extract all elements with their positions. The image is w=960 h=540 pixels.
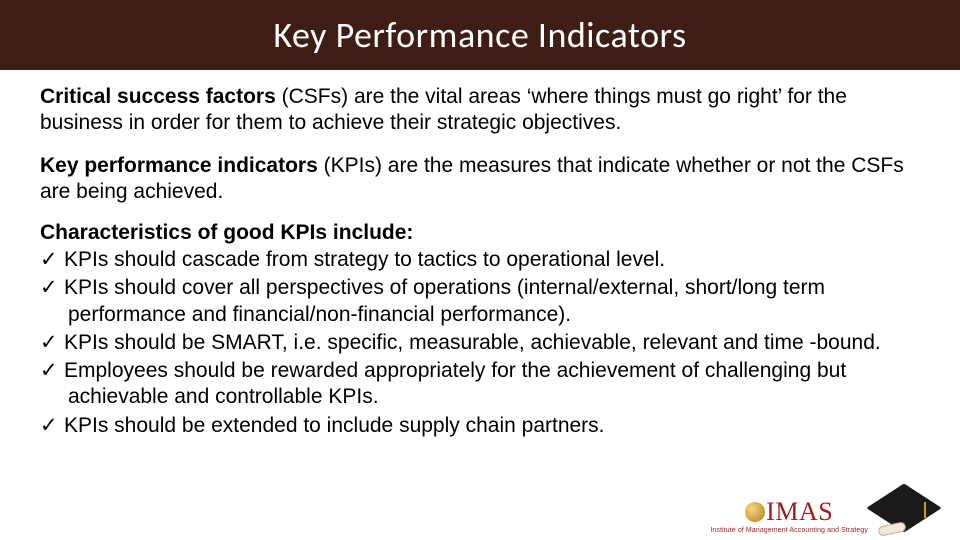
title-bar: Key Performance Indicators	[0, 0, 960, 70]
bullet-text: KPIs should cover all perspectives of op…	[64, 276, 825, 325]
list-item: ✓Employees should be rewarded appropriat…	[40, 358, 920, 411]
bullet-text: KPIs should be SMART, i.e. specific, mea…	[64, 331, 881, 354]
kpi-term: Key performance indicators	[40, 154, 318, 177]
check-icon: ✓	[40, 247, 64, 273]
paragraph-kpi: Key performance indicators (KPIs) are th…	[40, 153, 920, 206]
bullet-text: Employees should be rewarded appropriate…	[64, 359, 846, 408]
csf-term: Critical success factors	[40, 85, 276, 108]
paragraph-csf: Critical success factors (CSFs) are the …	[40, 84, 920, 137]
imas-wordmark: IMAS	[710, 499, 868, 525]
globe-icon	[745, 502, 765, 522]
bullet-text: KPIs should be extended to include suppl…	[64, 414, 605, 437]
characteristics-list: ✓KPIs should cascade from strategy to ta…	[40, 247, 920, 439]
list-item: ✓KPIs should be extended to include supp…	[40, 413, 920, 439]
list-item: ✓KPIs should cover all perspectives of o…	[40, 275, 920, 328]
check-icon: ✓	[40, 330, 64, 356]
characteristics-heading: Characteristics of good KPIs include:	[40, 221, 920, 245]
check-icon: ✓	[40, 413, 64, 439]
imas-subtitle: Institute of Management Accounting and S…	[710, 527, 868, 534]
slide-title: Key Performance Indicators	[273, 13, 686, 57]
footer-logo-area: IMAS Institute of Management Accounting …	[710, 492, 932, 534]
graduation-cap-icon	[876, 492, 932, 534]
imas-text: IMAS	[766, 497, 833, 526]
list-item: ✓KPIs should be SMART, i.e. specific, me…	[40, 330, 920, 356]
content-area: Critical success factors (CSFs) are the …	[0, 70, 960, 439]
imas-logo: IMAS Institute of Management Accounting …	[710, 499, 868, 534]
bullet-text: KPIs should cascade from strategy to tac…	[64, 248, 665, 271]
check-icon: ✓	[40, 358, 64, 384]
check-icon: ✓	[40, 275, 64, 301]
list-item: ✓KPIs should cascade from strategy to ta…	[40, 247, 920, 273]
